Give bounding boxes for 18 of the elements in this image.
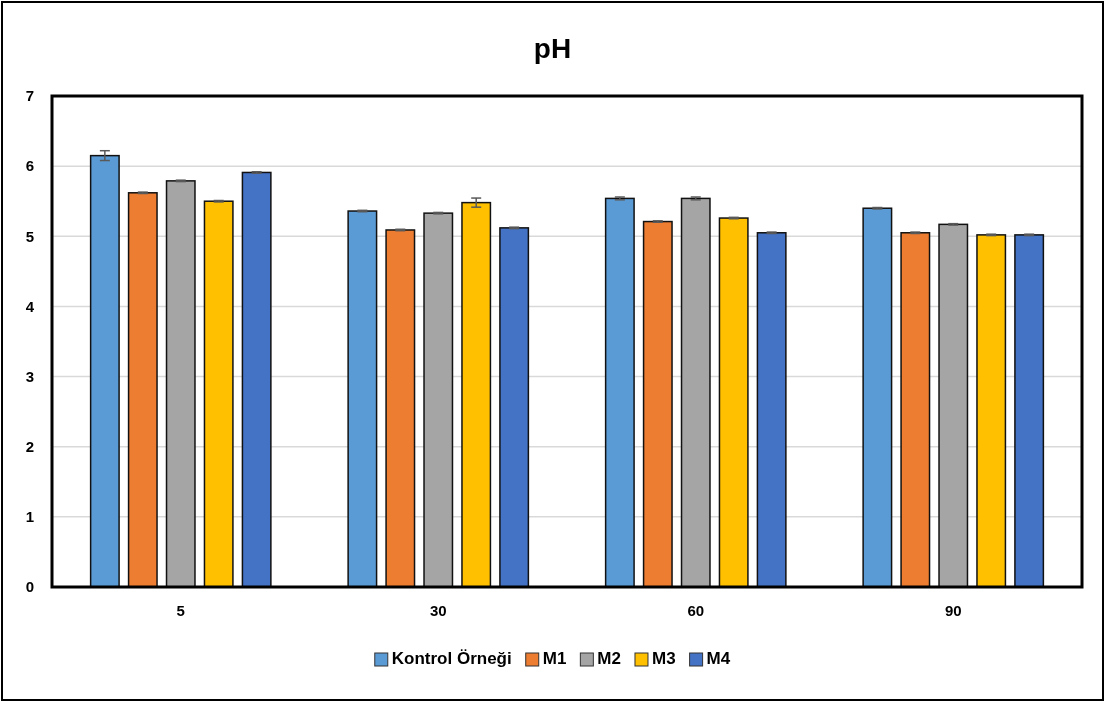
y-tick-label: 0 — [25, 578, 34, 596]
y-tick-label: 7 — [25, 87, 34, 105]
y-tick-label: 3 — [25, 367, 34, 385]
x-tick-label: 90 — [944, 601, 962, 619]
y-tick-label: 1 — [25, 508, 34, 526]
y-tick-label: 5 — [25, 227, 34, 245]
legend-label: M2 — [597, 649, 621, 668]
y-tick-label: 2 — [25, 438, 34, 456]
x-tick-label: 30 — [429, 601, 447, 619]
x-tick-label: 60 — [687, 601, 705, 619]
legend-label: M4 — [706, 649, 731, 668]
y-tick-label: 4 — [25, 297, 35, 315]
x-tick-label: 5 — [176, 601, 185, 619]
legend-label: M3 — [651, 649, 676, 668]
legend-label: Kontrol Örneği — [391, 649, 512, 668]
chart-title: pH — [533, 33, 572, 64]
y-tick-label: 6 — [25, 157, 34, 175]
legend-label: M1 — [542, 649, 567, 668]
